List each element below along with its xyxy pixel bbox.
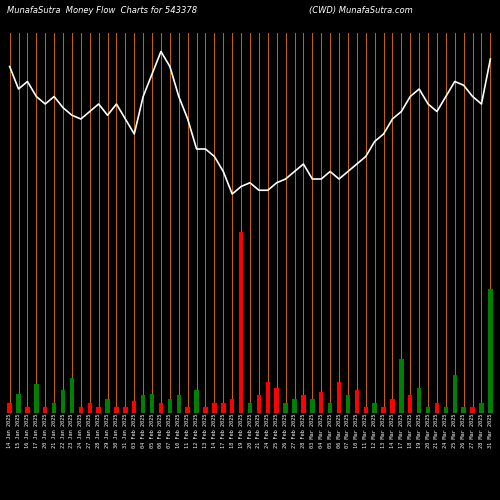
Bar	[408, 396, 412, 412]
Bar	[470, 407, 475, 412]
Bar	[399, 360, 404, 412]
Bar	[150, 394, 154, 412]
Bar	[221, 403, 226, 412]
Bar	[292, 399, 296, 412]
Bar	[274, 388, 279, 412]
Bar	[114, 407, 118, 412]
Bar	[452, 374, 457, 412]
Bar	[212, 403, 216, 412]
Bar	[43, 407, 48, 412]
Text: (CWD) MunafaSutra.com: (CWD) MunafaSutra.com	[310, 6, 413, 16]
Bar	[310, 399, 314, 412]
Bar	[382, 407, 386, 412]
Bar	[158, 403, 163, 412]
Bar	[96, 407, 101, 412]
Bar	[194, 390, 199, 412]
Bar	[248, 403, 252, 412]
Bar	[34, 384, 38, 412]
Bar	[346, 396, 350, 412]
Bar	[25, 407, 29, 412]
Bar	[16, 394, 21, 412]
Bar	[52, 403, 56, 412]
Bar	[123, 407, 128, 412]
Bar	[301, 396, 306, 412]
Bar	[239, 232, 244, 412]
Bar	[78, 407, 83, 412]
Bar	[88, 403, 92, 412]
Bar	[390, 399, 394, 412]
Bar	[168, 399, 172, 412]
Bar	[61, 390, 66, 412]
Bar	[364, 407, 368, 412]
Bar	[488, 289, 492, 412]
Bar	[319, 392, 324, 412]
Bar	[70, 378, 74, 412]
Bar	[186, 407, 190, 412]
Bar	[479, 403, 484, 412]
Bar	[372, 403, 377, 412]
Bar	[328, 403, 332, 412]
Bar	[176, 396, 181, 412]
Bar	[354, 390, 359, 412]
Bar	[337, 382, 342, 412]
Bar	[204, 407, 208, 412]
Bar	[141, 396, 146, 412]
Bar	[462, 407, 466, 412]
Bar	[426, 407, 430, 412]
Text: MunafaSutra  Money Flow  Charts for 543378: MunafaSutra Money Flow Charts for 543378	[8, 6, 198, 16]
Bar	[256, 396, 261, 412]
Bar	[106, 399, 110, 412]
Bar	[444, 407, 448, 412]
Bar	[434, 403, 439, 412]
Bar	[266, 382, 270, 412]
Bar	[284, 403, 288, 412]
Bar	[417, 388, 422, 412]
Bar	[132, 401, 136, 412]
Bar	[8, 403, 12, 412]
Bar	[230, 399, 234, 412]
